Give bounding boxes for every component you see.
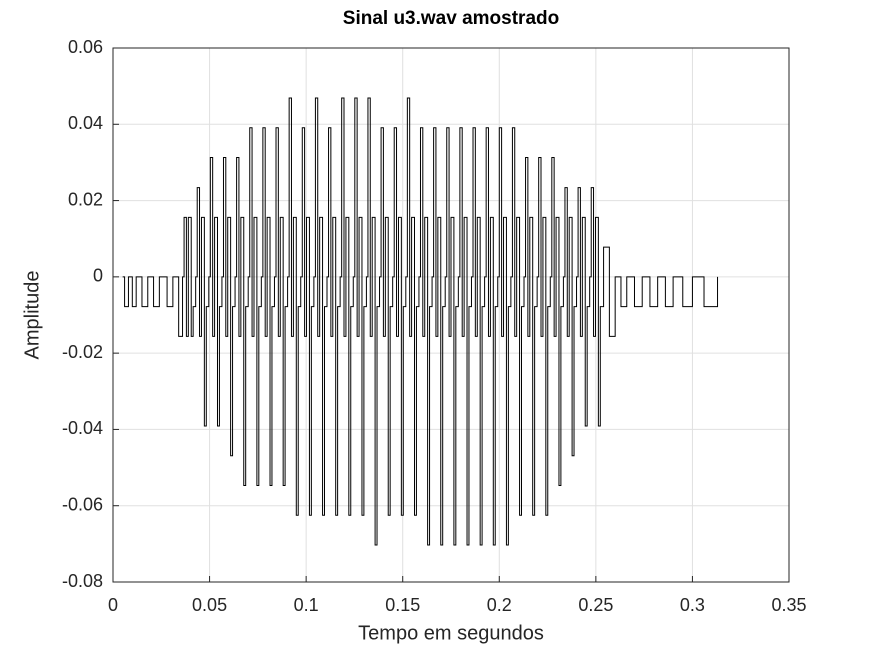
y-tick-label: 0.02 <box>68 189 103 209</box>
x-tick-label: 0.05 <box>192 595 227 615</box>
x-tick-label: 0 <box>108 595 118 615</box>
x-tick-label: 0.3 <box>680 595 705 615</box>
y-tick-label: -0.08 <box>62 571 103 591</box>
signal-line <box>122 97 719 546</box>
x-axis-label: Tempo em segundos <box>358 622 544 644</box>
x-tick-label: 0.25 <box>578 595 613 615</box>
x-tick-label: 0.15 <box>385 595 420 615</box>
x-tick-label: 0.1 <box>294 595 319 615</box>
y-tick-label: 0 <box>93 266 103 286</box>
y-tick-label: 0.06 <box>68 37 103 57</box>
y-tick-label: -0.04 <box>62 418 103 438</box>
y-tick-label: -0.06 <box>62 494 103 514</box>
x-tick-label: 0.35 <box>771 595 806 615</box>
plot-frame <box>112 47 790 583</box>
chart-title: Sinal u3.wav amostrado <box>343 8 559 29</box>
y-axis-label: Amplitude <box>21 271 43 360</box>
y-tick-label: 0.04 <box>68 113 103 133</box>
y-tick-label: -0.02 <box>62 342 103 362</box>
x-tick-label: 0.2 <box>487 595 512 615</box>
